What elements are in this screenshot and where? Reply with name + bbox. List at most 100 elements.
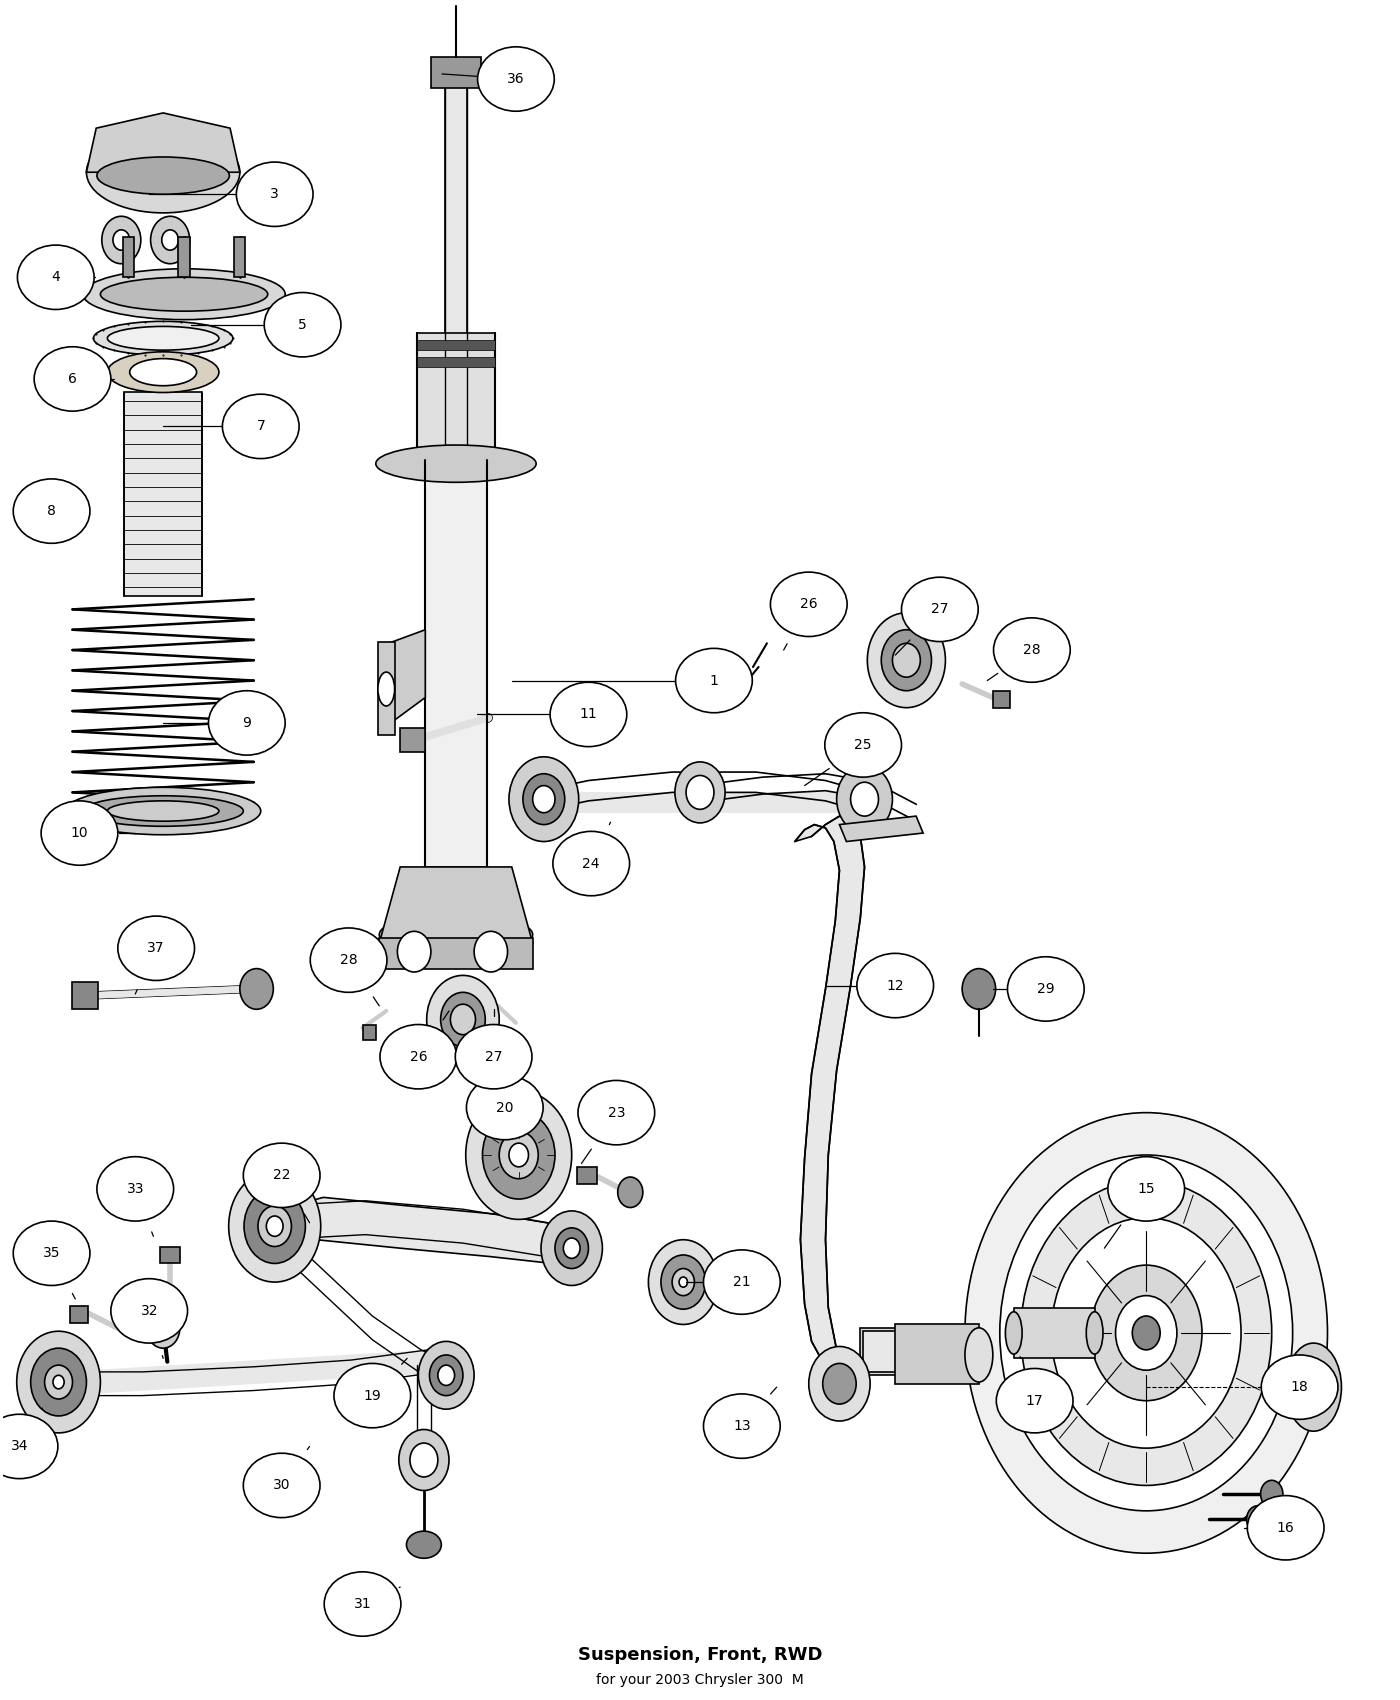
Ellipse shape — [1008, 957, 1084, 1022]
Ellipse shape — [265, 292, 342, 357]
Bar — [70, 1306, 88, 1323]
Bar — [861, 1328, 944, 1375]
Text: 32: 32 — [140, 1304, 158, 1318]
Text: 19: 19 — [364, 1389, 381, 1402]
Circle shape — [1000, 1154, 1292, 1511]
Circle shape — [102, 216, 141, 264]
Text: 8: 8 — [48, 505, 56, 518]
Text: Suspension, Front, RWD: Suspension, Front, RWD — [578, 1646, 822, 1664]
Bar — [363, 1025, 377, 1040]
Circle shape — [837, 765, 892, 833]
Ellipse shape — [965, 1328, 993, 1382]
Ellipse shape — [108, 326, 218, 350]
Circle shape — [419, 1341, 475, 1409]
Polygon shape — [379, 867, 532, 944]
Ellipse shape — [66, 787, 260, 835]
Ellipse shape — [87, 131, 239, 212]
Text: 34: 34 — [11, 1440, 28, 1453]
Text: 26: 26 — [410, 1049, 427, 1064]
Ellipse shape — [108, 352, 218, 393]
Text: 35: 35 — [43, 1246, 60, 1260]
Circle shape — [17, 1331, 101, 1433]
Bar — [993, 690, 1009, 707]
Ellipse shape — [378, 672, 395, 705]
Bar — [431, 58, 482, 87]
Text: 27: 27 — [931, 602, 949, 617]
Circle shape — [398, 932, 431, 972]
Text: 17: 17 — [1026, 1394, 1043, 1408]
Circle shape — [563, 1238, 580, 1258]
Ellipse shape — [406, 1532, 441, 1559]
Ellipse shape — [130, 359, 196, 386]
Polygon shape — [62, 1350, 428, 1396]
Bar — [125, 393, 202, 595]
Circle shape — [962, 969, 995, 1010]
Ellipse shape — [1261, 1355, 1338, 1420]
Bar — [577, 1166, 596, 1183]
Circle shape — [1051, 1217, 1240, 1448]
Circle shape — [430, 1355, 463, 1396]
Text: 3: 3 — [270, 187, 279, 201]
Text: 10: 10 — [70, 826, 88, 840]
Circle shape — [399, 1430, 449, 1491]
Circle shape — [244, 1188, 305, 1263]
Circle shape — [1091, 1265, 1203, 1401]
Circle shape — [31, 1348, 87, 1416]
Ellipse shape — [17, 245, 94, 309]
Text: 22: 22 — [273, 1168, 290, 1182]
Circle shape — [1116, 1295, 1177, 1370]
Circle shape — [510, 1142, 528, 1166]
Ellipse shape — [857, 954, 934, 1018]
Text: 31: 31 — [354, 1596, 371, 1612]
Ellipse shape — [0, 1414, 57, 1479]
Ellipse shape — [466, 1076, 543, 1139]
Ellipse shape — [325, 1572, 400, 1635]
Ellipse shape — [108, 801, 218, 821]
Text: 23: 23 — [608, 1105, 624, 1120]
Circle shape — [151, 216, 189, 264]
Bar — [417, 357, 496, 367]
Circle shape — [500, 1130, 538, 1178]
Text: 7: 7 — [256, 420, 265, 434]
Bar — [445, 78, 468, 461]
Text: 27: 27 — [484, 1049, 503, 1064]
Text: 12: 12 — [886, 979, 904, 993]
Ellipse shape — [311, 928, 386, 993]
Circle shape — [410, 1443, 438, 1477]
Ellipse shape — [83, 269, 286, 320]
Circle shape — [868, 612, 945, 707]
Circle shape — [809, 1346, 871, 1421]
Circle shape — [45, 1365, 73, 1399]
Ellipse shape — [1247, 1496, 1324, 1561]
Circle shape — [53, 1375, 64, 1389]
Text: 20: 20 — [496, 1100, 514, 1115]
Ellipse shape — [97, 1156, 174, 1221]
Ellipse shape — [997, 1368, 1072, 1433]
Circle shape — [524, 774, 564, 824]
Text: 28: 28 — [340, 954, 357, 967]
Polygon shape — [379, 938, 532, 969]
Ellipse shape — [94, 321, 232, 355]
Circle shape — [648, 1239, 718, 1324]
Ellipse shape — [477, 48, 554, 110]
Text: 13: 13 — [734, 1420, 750, 1433]
Ellipse shape — [101, 277, 267, 311]
Ellipse shape — [111, 1278, 188, 1343]
Circle shape — [466, 1091, 571, 1219]
Bar — [161, 1246, 179, 1263]
Ellipse shape — [118, 916, 195, 981]
Circle shape — [1260, 1481, 1282, 1508]
Circle shape — [679, 1277, 687, 1287]
Text: 4: 4 — [52, 270, 60, 284]
Ellipse shape — [578, 1081, 655, 1144]
Circle shape — [1133, 1316, 1161, 1350]
Circle shape — [617, 1176, 643, 1207]
Ellipse shape — [209, 690, 286, 755]
Circle shape — [1021, 1180, 1271, 1486]
Ellipse shape — [1107, 1156, 1184, 1221]
Text: 18: 18 — [1291, 1380, 1309, 1394]
Circle shape — [147, 1307, 179, 1348]
Ellipse shape — [335, 1363, 410, 1428]
Circle shape — [554, 1227, 588, 1268]
Polygon shape — [795, 816, 865, 1379]
